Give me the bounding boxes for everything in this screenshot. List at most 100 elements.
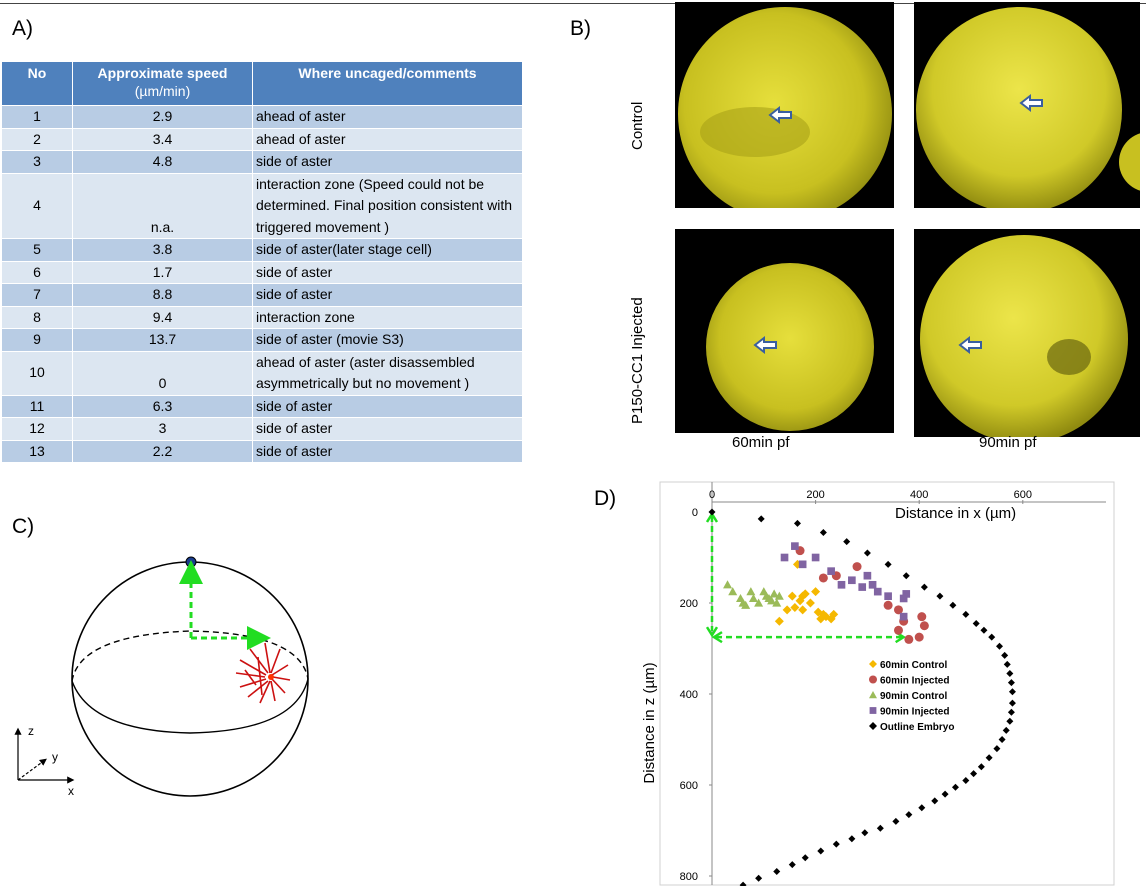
arrow-marker [753,335,777,355]
data-point [769,589,779,598]
cell-comment: ahead of aster [252,127,523,151]
data-point [1006,670,1014,678]
data-point [1002,726,1010,734]
data-point [805,598,815,608]
y-axis-title: Distance in z (µm) [641,662,658,783]
arrow-marker [958,335,982,355]
cell-speed: 2.2 [72,439,253,462]
data-point [848,835,856,843]
legend-label: 90min Control [880,691,947,702]
x-tick-label: 200 [806,489,824,501]
header-speed-unit: (µm/min) [134,83,191,99]
panel-label-d: D) [594,487,617,510]
data-point [819,528,827,536]
legend-marker [869,707,877,714]
time-label-90: 90min pf [979,434,1037,451]
legend-marker [869,722,877,730]
table-row: 12 3 side of aster [2,417,523,440]
table-row: 9 13.7 side of aster (movie S3) [2,328,523,351]
data-point [920,583,928,591]
cell-speed: 6.3 [72,394,253,418]
data-point [757,515,765,523]
micrograph-injected-60 [675,229,894,433]
data-point [972,619,980,627]
y-tick-label: 600 [680,780,698,792]
data-point [914,632,924,642]
y-tick-label: 200 [680,598,698,610]
data-point [919,621,929,631]
data-point [868,580,877,589]
data-point [798,560,807,569]
arrow-marker [768,105,792,125]
data-point [892,817,900,825]
data-point [902,590,911,598]
header-no: No [2,62,73,106]
legend-marker [869,660,877,668]
cell-no: 6 [2,260,73,284]
data-point [863,549,871,557]
data-point [941,790,949,798]
data-point [811,553,820,562]
data-point [818,573,828,583]
cell-comment: side of aster [252,150,523,173]
data-point [893,625,903,635]
cell-comment: side of aster [252,394,523,418]
data-point [883,600,893,610]
speed-table: No Approximate speed (µm/min) Where unca… [2,62,523,462]
x-axis-title: Distance in x (µm) [895,505,1016,522]
micrograph-control-60 [675,2,894,208]
data-point [861,829,869,837]
data-point [1003,660,1011,668]
x-tick-label: 0 [709,489,715,501]
cell-no: 4 [2,172,73,239]
cell-speed: 3 [72,417,253,440]
y-tick-label: 0 [692,507,698,519]
data-point [811,587,821,597]
cell-comment: ahead of aster (aster disassembled asymm… [252,350,523,395]
chart-frame [659,481,1115,886]
table-row: 10 0 ahead of aster (aster disassembled as… [2,350,523,395]
data-point [741,600,751,609]
data-point [772,598,782,607]
data-point [1008,699,1016,707]
data-point [816,614,826,624]
legend-marker [869,675,877,684]
data-point [876,824,884,832]
data-point [949,601,957,609]
cell-speed: n.a. [72,172,253,239]
panel-label-c: C) [12,515,35,538]
table-row: 5 3.8 side of aster(later stage cell) [2,238,523,261]
table-row: 1 2.9 ahead of aster [2,105,523,128]
data-point [843,538,851,546]
data-point [754,598,764,607]
axes-icon [14,727,75,784]
legend-marker [869,691,877,699]
data-point [767,596,777,605]
data-point [951,783,959,791]
table-row: 7 8.8 side of aster [2,283,523,306]
cell-speed: 1.7 [72,260,253,284]
row-label-control: Control [629,101,646,150]
top-rule [0,3,1146,4]
data-point [931,797,939,805]
data-point [829,609,839,619]
data-point [962,776,970,784]
data-point [837,580,846,589]
data-point [755,874,763,882]
data-point [1007,679,1015,687]
time-label-60: 60min pf [732,434,790,451]
data-point [962,610,970,618]
data-point [936,592,944,600]
cell-comment: interaction zone (Speed could not be det… [252,172,523,239]
cell-no: 12 [2,417,73,440]
data-point [832,840,840,848]
panel-label-b: B) [570,17,591,40]
header-speed-label: Approximate speed [97,65,228,81]
x-tick-label: 400 [910,489,928,501]
micrograph-injected-90 [914,229,1140,437]
equator-back [71,630,309,682]
arrowhead [711,631,723,644]
cell-speed: 3.4 [72,127,253,151]
cell-no: 2 [2,127,73,151]
data-point [899,594,908,603]
